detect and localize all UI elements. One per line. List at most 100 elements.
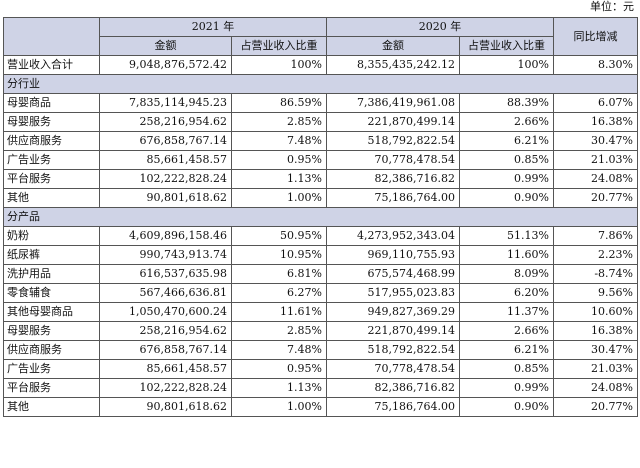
ratio-2021: 0.95% <box>231 359 327 379</box>
yoy: 9.56% <box>553 283 638 303</box>
table-row: 母婴服务 258,216,954.62 2.85% 221,870,499.14 2.6… <box>3 321 638 341</box>
table-row: 其他 90,801,618.62 1.00% 75,186,764.00 0.90% 20… <box>3 397 638 417</box>
ratio-2021: 7.48% <box>231 340 327 360</box>
table-row: 平台服务 102,222,828.24 1.13% 82,386,716.82 0.99… <box>3 378 638 398</box>
table-row: 其他母婴商品 1,050,470,600.24 11.61% 949,827,369.… <box>3 302 638 322</box>
amount-2021: 102,222,828.24 <box>99 169 232 189</box>
header-row-years: 2021 年 2020 年 同比增减 <box>3 17 638 56</box>
total-amount-2021: 9,048,876,572.42 <box>99 55 232 75</box>
row-label: 零食辅食 <box>3 283 100 303</box>
row-label: 平台服务 <box>3 169 100 189</box>
amount-2020: 70,778,478.54 <box>326 359 460 379</box>
header-blank <box>3 17 100 56</box>
ratio-2020: 6.20% <box>459 283 554 303</box>
row-label: 平台服务 <box>3 378 100 398</box>
ratio-2020: 8.09% <box>459 264 554 284</box>
row-label: 广告业务 <box>3 150 100 170</box>
ratio-2021: 0.95% <box>231 150 327 170</box>
amount-2021: 4,609,896,158.46 <box>99 226 232 246</box>
amount-2020: 949,827,369.29 <box>326 302 460 322</box>
row-label: 供应商服务 <box>3 131 100 151</box>
yoy: 20.77% <box>553 188 638 208</box>
yoy: 21.03% <box>553 150 638 170</box>
amount-2021: 90,801,618.62 <box>99 188 232 208</box>
ratio-2021: 1.00% <box>231 188 327 208</box>
ratio-2020: 0.99% <box>459 169 554 189</box>
yoy: 30.47% <box>553 131 638 151</box>
total-label: 营业收入合计 <box>3 55 100 75</box>
ratio-2020: 0.85% <box>459 359 554 379</box>
ratio-2020: 0.99% <box>459 378 554 398</box>
yoy: 30.47% <box>553 340 638 360</box>
row-label: 广告业务 <box>3 359 100 379</box>
amount-2021: 7,835,114,945.23 <box>99 93 232 113</box>
ratio-2020: 11.60% <box>459 245 554 265</box>
amount-2020: 75,186,764.00 <box>326 397 460 417</box>
yoy: 16.38% <box>553 321 638 341</box>
unit-label: 单位：元 <box>590 0 634 13</box>
row-label: 其他母婴商品 <box>3 302 100 322</box>
header-amount-2020: 金额 <box>326 36 460 56</box>
header-ratio-2021: 占营业收入比重 <box>231 36 327 56</box>
amount-2021: 1,050,470,600.24 <box>99 302 232 322</box>
yoy: 2.23% <box>553 245 638 265</box>
amount-2020: 517,955,023.83 <box>326 283 460 303</box>
section-title: 分行业 <box>3 74 638 94</box>
row-label: 洗护用品 <box>3 264 100 284</box>
total-ratio-2021: 100% <box>231 55 327 75</box>
row-label: 其他 <box>3 188 100 208</box>
row-label: 其他 <box>3 397 100 417</box>
ratio-2020: 0.90% <box>459 397 554 417</box>
amount-2021: 616,537,635.98 <box>99 264 232 284</box>
amount-2021: 258,216,954.62 <box>99 321 232 341</box>
yoy: 20.77% <box>553 397 638 417</box>
ratio-2021: 7.48% <box>231 131 327 151</box>
amount-2020: 7,386,419,961.08 <box>326 93 460 113</box>
revenue-table: 2021 年 2020 年 同比增减 金额 占营业收入比重 金额 占营业收入比重… <box>3 17 638 417</box>
amount-2021: 990,743,913.74 <box>99 245 232 265</box>
ratio-2021: 2.85% <box>231 321 327 341</box>
amount-2020: 82,386,716.82 <box>326 169 460 189</box>
row-label: 母婴服务 <box>3 112 100 132</box>
section-header-row: 分行业 <box>3 74 638 94</box>
ratio-2021: 1.13% <box>231 169 327 189</box>
ratio-2021: 1.13% <box>231 378 327 398</box>
total-amount-2020: 8,355,435,242.12 <box>326 55 460 75</box>
table-row: 母婴商品 7,835,114,945.23 86.59% 7,386,419,961.… <box>3 93 638 113</box>
amount-2020: 518,792,822.54 <box>326 131 460 151</box>
table-row: 洗护用品 616,537,635.98 6.81% 675,574,468.99 8.0… <box>3 264 638 284</box>
section-header-row: 分产品 <box>3 207 638 227</box>
table-row: 奶粉 4,609,896,158.46 50.95% 4,273,952,343.04… <box>3 226 638 246</box>
ratio-2020: 2.66% <box>459 321 554 341</box>
table-row: 供应商服务 676,858,767.14 7.48% 518,792,822.54 6.… <box>3 131 638 151</box>
row-label: 母婴商品 <box>3 93 100 113</box>
table-body: 营业收入合计 9,048,876,572.42 100% 8,355,435,2… <box>3 55 638 417</box>
header-row-columns: 金额 占营业收入比重 金额 占营业收入比重 <box>4 36 638 56</box>
ratio-2020: 88.39% <box>459 93 554 113</box>
amount-2021: 85,661,458.57 <box>99 150 232 170</box>
amount-2021: 676,858,767.14 <box>99 131 232 151</box>
header-yoy: 同比增减 <box>553 17 638 56</box>
table-row: 广告业务 85,661,458.57 0.95% 70,778,478.54 0.85%… <box>3 150 638 170</box>
table-row: 广告业务 85,661,458.57 0.95% 70,778,478.54 0.85%… <box>3 359 638 379</box>
amount-2021: 676,858,767.14 <box>99 340 232 360</box>
header-amount-2021: 金额 <box>99 36 232 56</box>
ratio-2020: 0.85% <box>459 150 554 170</box>
amount-2020: 675,574,468.99 <box>326 264 460 284</box>
header-ratio-2020: 占营业收入比重 <box>459 36 554 56</box>
table-row: 母婴服务 258,216,954.62 2.85% 221,870,499.14 2.6… <box>3 112 638 132</box>
yoy: 24.08% <box>553 378 638 398</box>
header-year-2020: 2020 年 <box>326 17 554 37</box>
ratio-2021: 50.95% <box>231 226 327 246</box>
table-row: 供应商服务 676,858,767.14 7.48% 518,792,822.54 6.… <box>3 340 638 360</box>
row-label: 纸尿裤 <box>3 245 100 265</box>
header-year-2021: 2021 年 <box>99 17 327 37</box>
amount-2021: 85,661,458.57 <box>99 359 232 379</box>
ratio-2021: 10.95% <box>231 245 327 265</box>
ratio-2021: 6.81% <box>231 264 327 284</box>
total-yoy: 8.30% <box>553 55 638 75</box>
amount-2021: 567,466,636.81 <box>99 283 232 303</box>
amount-2020: 4,273,952,343.04 <box>326 226 460 246</box>
total-ratio-2020: 100% <box>459 55 554 75</box>
ratio-2021: 6.27% <box>231 283 327 303</box>
